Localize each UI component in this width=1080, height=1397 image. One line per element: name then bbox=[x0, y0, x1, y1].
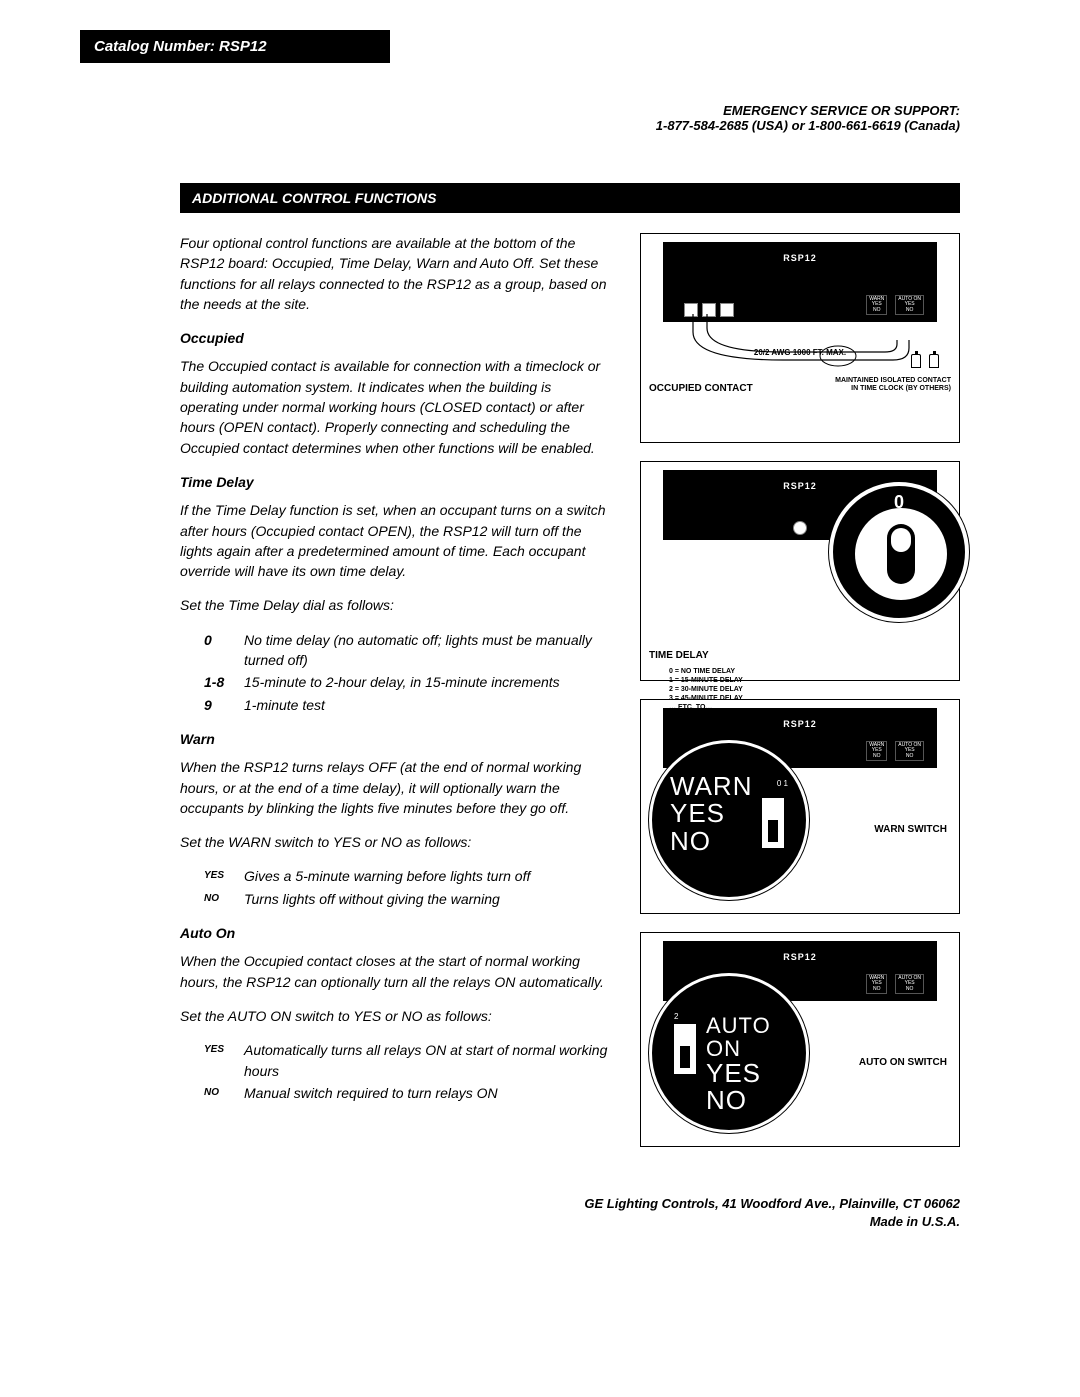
timedelay-label: TIME DELAY bbox=[649, 650, 951, 661]
timedelay-list: 0No time delay (no automatic off; lights… bbox=[204, 630, 610, 715]
timedelay-body: If the Time Delay function is set, when … bbox=[180, 500, 610, 581]
td-v1: 15-minute to 2-hour delay, in 15-minute … bbox=[244, 672, 610, 692]
support-block: EMERGENCY SERVICE OR SUPPORT: 1-877-584-… bbox=[80, 103, 1000, 133]
switch-icon bbox=[674, 1024, 696, 1074]
ao-v0: Automatically turns all relays ON at sta… bbox=[244, 1040, 610, 1081]
diagram-warn: RSP12 WARNYESNO AUTO ONYESNO 0 1 WARN YE… bbox=[640, 699, 960, 914]
board-label: RSP12 bbox=[664, 253, 936, 263]
warn-circle-icon: 0 1 WARN YES NO bbox=[649, 740, 809, 900]
board-graphic: RSP12 WARNYESNO AUTO ONYESNO bbox=[663, 242, 937, 322]
warn-l2: YES bbox=[670, 800, 806, 827]
timedelay-head: Time Delay bbox=[180, 472, 610, 492]
warn-v1: Turns lights off without giving the warn… bbox=[244, 889, 610, 909]
intro-para: Four optional control functions are avai… bbox=[180, 233, 610, 314]
diagrams-column: RSP12 WARNYESNO AUTO ONYESNO 20/2 AWG 10… bbox=[640, 233, 960, 1165]
autoon-list: YESAutomatically turns all relays ON at … bbox=[204, 1040, 610, 1103]
td-k0: 0 bbox=[204, 630, 244, 671]
ao-k0: YES bbox=[204, 1040, 244, 1081]
td-k2: 9 bbox=[204, 695, 244, 715]
diagram-occupied: RSP12 WARNYESNO AUTO ONYESNO 20/2 AWG 10… bbox=[640, 233, 960, 443]
auto-l3: NO bbox=[706, 1087, 806, 1114]
footer-line1: GE Lighting Controls, 41 Woodford Ave., … bbox=[80, 1195, 960, 1213]
timedelay-set: Set the Time Delay dial as follows: bbox=[180, 595, 610, 615]
autoon-circle-icon: 2 AUTO ON YES NO bbox=[649, 973, 809, 1133]
autoon-set: Set the AUTO ON switch to YES or NO as f… bbox=[180, 1006, 610, 1026]
warn-head: Warn bbox=[180, 729, 610, 749]
terminals-icon bbox=[911, 354, 939, 368]
occupied-contact-note: MAINTAINED ISOLATED CONTACT IN TIME CLOC… bbox=[835, 377, 951, 394]
warn-k1: NO bbox=[204, 889, 244, 909]
occupied-head: Occupied bbox=[180, 328, 610, 348]
warn-switch-label: WARN SWITCH bbox=[874, 824, 947, 835]
board-label: RSP12 bbox=[664, 952, 936, 962]
warn-set: Set the WARN switch to YES or NO as foll… bbox=[180, 832, 610, 852]
body-text: Four optional control functions are avai… bbox=[180, 233, 610, 1165]
ao-k1: NO bbox=[204, 1083, 244, 1103]
footer-line2: Made in U.S.A. bbox=[80, 1213, 960, 1231]
dial-icon: 0 bbox=[829, 482, 969, 622]
warn-l3: NO bbox=[670, 828, 806, 855]
occupied-body: The Occupied contact is available for co… bbox=[180, 356, 610, 457]
support-line2: 1-877-584-2685 (USA) or 1-800-661-6619 (… bbox=[80, 118, 960, 133]
autoon-body: When the Occupied contact closes at the … bbox=[180, 951, 610, 992]
switch-icon bbox=[762, 798, 784, 848]
auto-l2: YES bbox=[706, 1060, 806, 1087]
warn-sw-nums: 0 1 bbox=[777, 779, 788, 788]
td-v2: 1-minute test bbox=[244, 695, 610, 715]
diagram-autoon: RSP12 WARNYESNO AUTO ONYESNO 2 AUTO ON Y… bbox=[640, 932, 960, 1147]
auto-l1: AUTO ON bbox=[706, 1014, 806, 1060]
occupied-contact-label: OCCUPIED CONTACT bbox=[649, 383, 753, 394]
autoon-head: Auto On bbox=[180, 923, 610, 943]
warn-v0: Gives a 5-minute warning before lights t… bbox=[244, 866, 610, 886]
autoon-switch-label: AUTO ON SWITCH bbox=[859, 1057, 947, 1068]
warn-body: When the RSP12 turns relays OFF (at the … bbox=[180, 757, 610, 818]
catalog-banner: Catalog Number: RSP12 bbox=[80, 30, 390, 63]
warn-list: YESGives a 5-minute warning before light… bbox=[204, 866, 610, 909]
auto-sw-nums: 2 bbox=[674, 1012, 678, 1021]
diagram-timedelay: RSP12 WARNYESNO AUTO ONYESNO 0 TIME DELA… bbox=[640, 461, 960, 681]
footer: GE Lighting Controls, 41 Woodford Ave., … bbox=[80, 1195, 1000, 1231]
section-title: ADDITIONAL CONTROL FUNCTIONS bbox=[180, 183, 960, 213]
ao-v1: Manual switch required to turn relays ON bbox=[244, 1083, 610, 1103]
td-k1: 1-8 bbox=[204, 672, 244, 692]
support-line1: EMERGENCY SERVICE OR SUPPORT: bbox=[80, 103, 960, 118]
board-label: RSP12 bbox=[664, 719, 936, 729]
warn-k0: YES bbox=[204, 866, 244, 886]
wire-icon bbox=[663, 312, 923, 372]
td-v0: No time delay (no automatic off; lights … bbox=[244, 630, 610, 671]
